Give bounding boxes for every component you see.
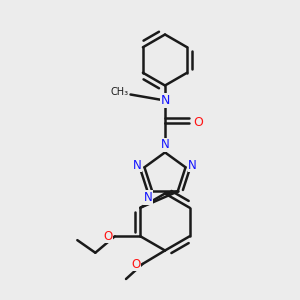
Text: O: O	[194, 116, 203, 130]
Text: N: N	[188, 158, 197, 172]
Text: CH₃: CH₃	[110, 87, 128, 97]
Text: N: N	[160, 138, 169, 152]
Text: N: N	[160, 94, 170, 107]
Text: O: O	[103, 230, 113, 243]
Text: O: O	[131, 257, 140, 271]
Text: N: N	[133, 158, 142, 172]
Text: N: N	[143, 191, 152, 204]
